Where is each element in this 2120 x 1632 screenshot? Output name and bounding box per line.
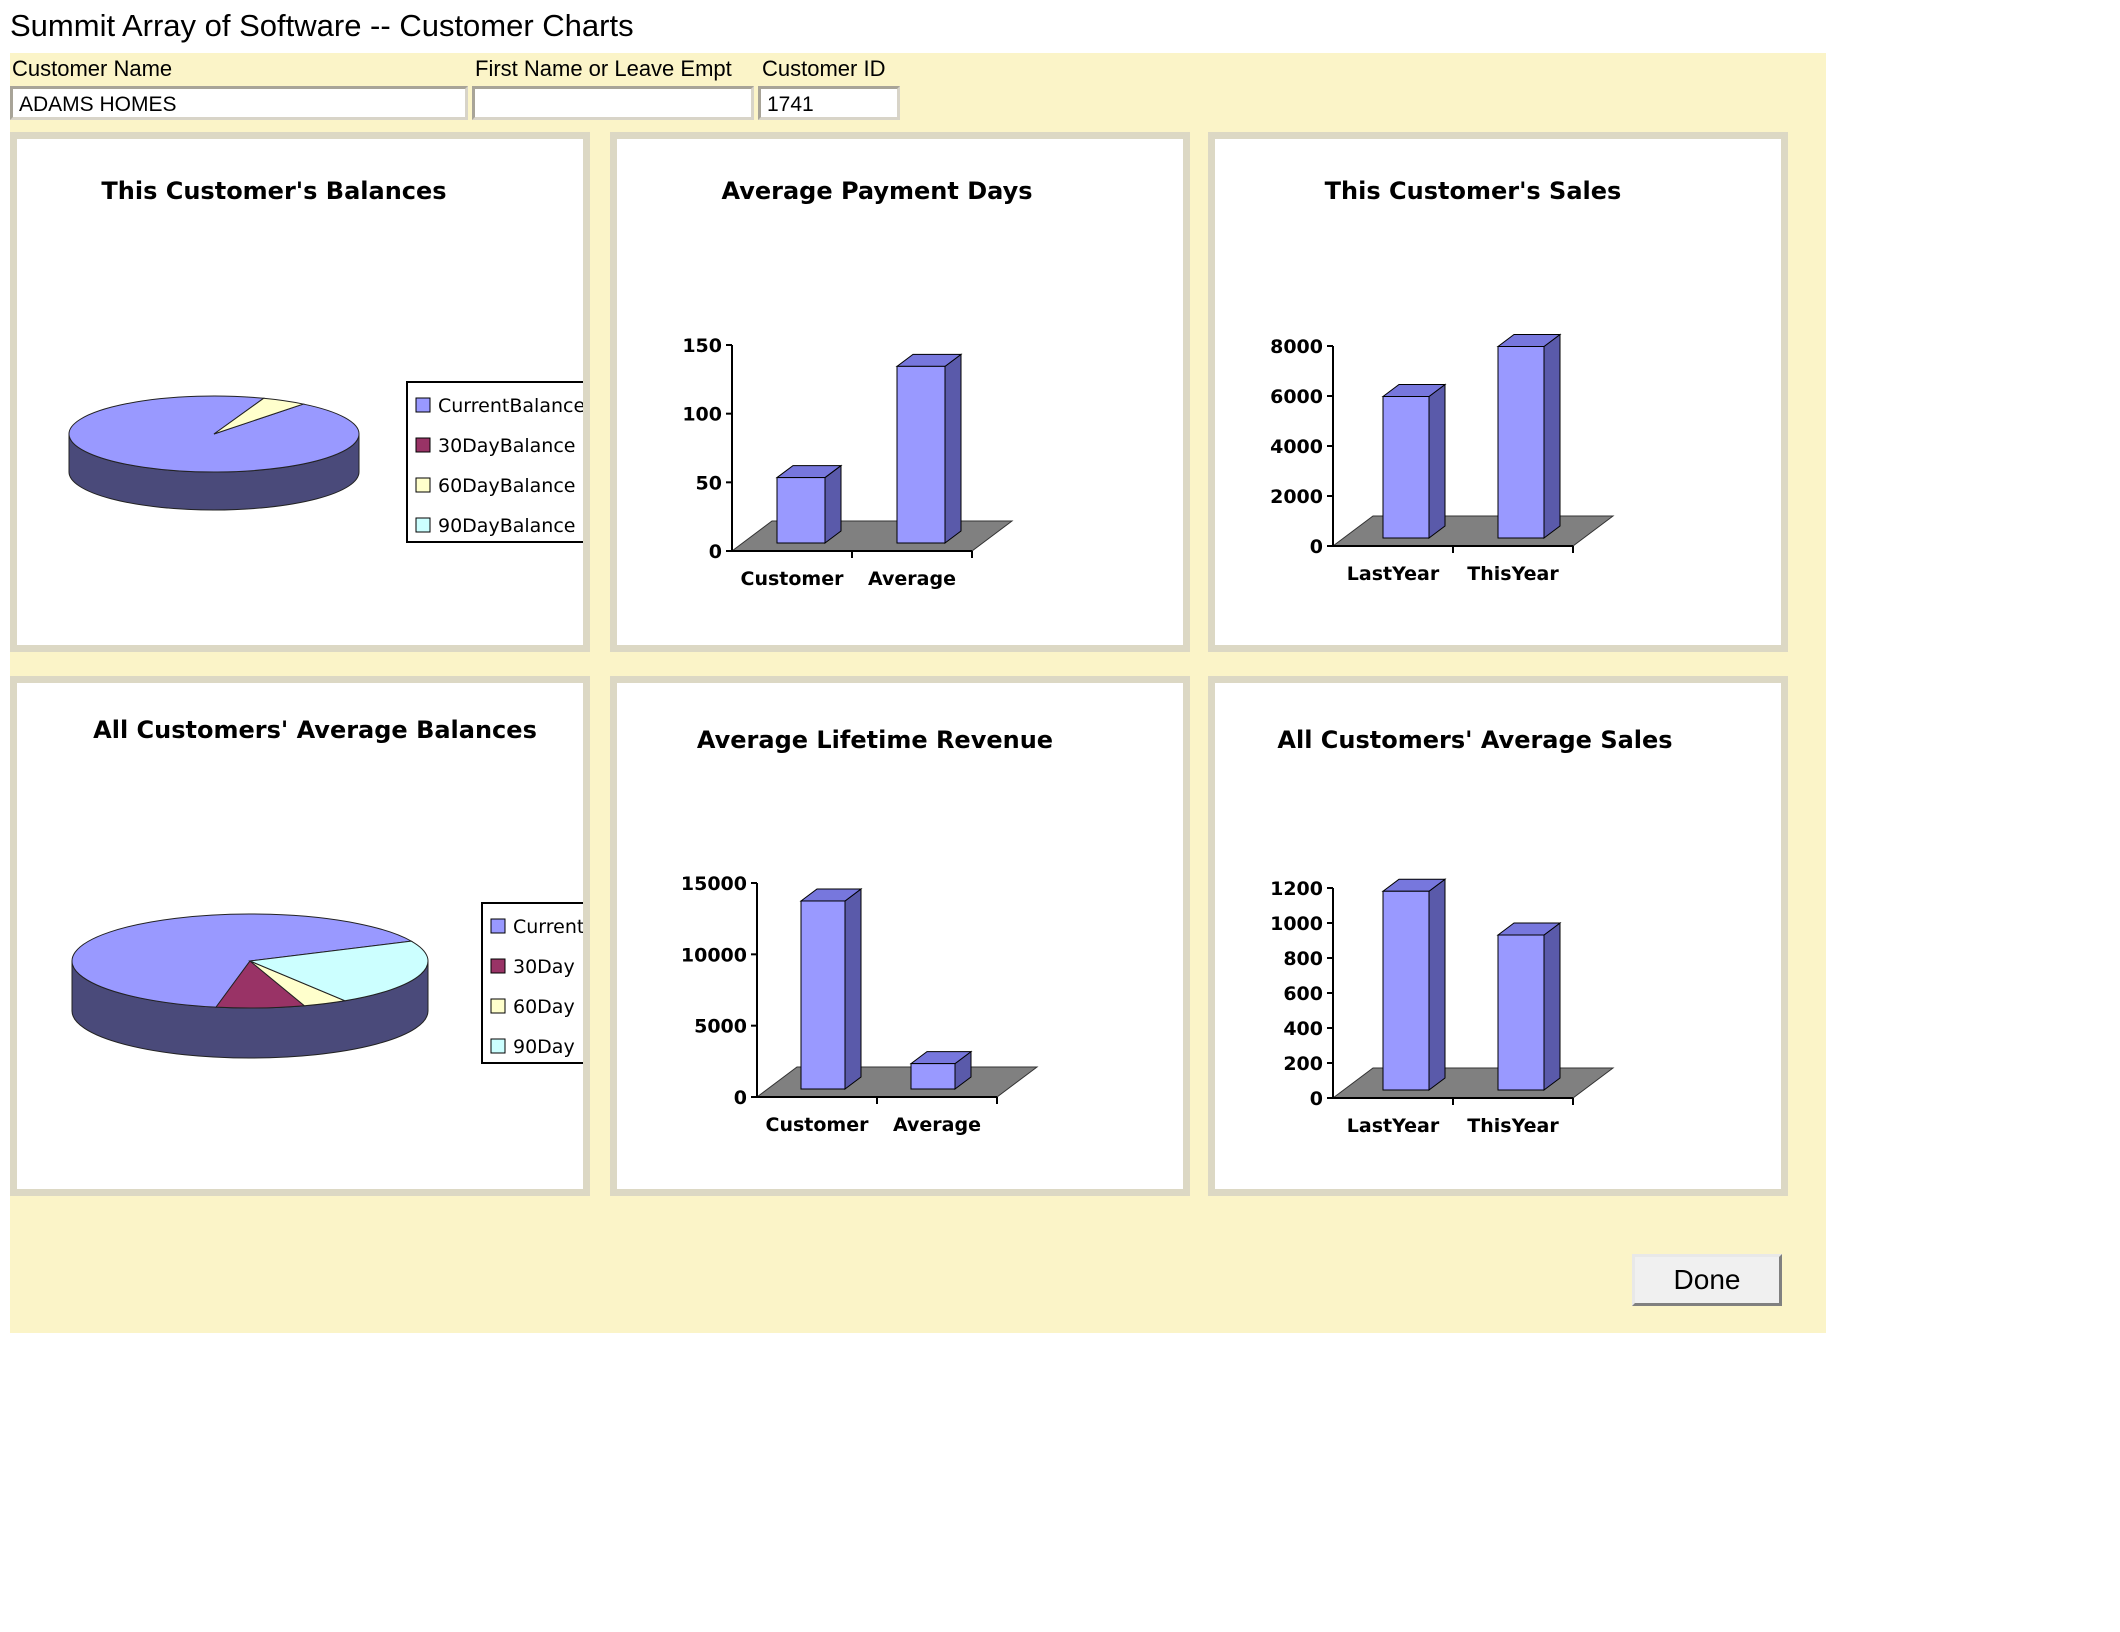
bar-side xyxy=(844,887,862,1090)
legend-swatch xyxy=(415,437,431,453)
chart-panel: All Customers' Average Balances Current 30… xyxy=(10,676,590,1196)
legend-label: 30DayBalance xyxy=(438,435,575,457)
y-tick-label: 8000 xyxy=(1270,336,1323,358)
bar xyxy=(1497,934,1545,1091)
x-tick-label: Average xyxy=(893,1114,981,1136)
y-tick-label: 200 xyxy=(1283,1053,1323,1075)
y-tick-label: 0 xyxy=(1310,536,1323,558)
legend-swatch xyxy=(490,958,506,974)
y-tick-label: 50 xyxy=(696,472,722,494)
legend-swatch xyxy=(415,477,431,493)
pie-slice xyxy=(213,397,306,435)
y-tick-label: 2000 xyxy=(1270,486,1323,508)
x-tick-label: ThisYear xyxy=(1467,1115,1559,1137)
legend-swatch xyxy=(415,517,431,533)
bar xyxy=(800,900,846,1090)
bar xyxy=(896,365,946,544)
customer-charts-form: Customer Name ADAMS HOMES First Name or … xyxy=(10,53,1826,1333)
all-avg-balances-chart: All Customers' Average Balances Current 30… xyxy=(71,716,583,1064)
legend-swatch xyxy=(415,397,431,413)
y-tick-label: 0 xyxy=(734,1087,747,1109)
chart-floor xyxy=(730,520,1014,552)
customer-balances-chart: This Customer's Balances CurrentBalance 30… xyxy=(68,177,583,543)
chart-floor xyxy=(1331,1067,1615,1099)
avg-lifetime-revenue-chart: Average Lifetime Revenue 0 5000 10000 15000 C… xyxy=(681,726,1053,1136)
legend-label: 60Day xyxy=(513,996,575,1018)
customer-name-label: Customer Name xyxy=(12,56,173,81)
y-tick-label: 4000 xyxy=(1270,436,1323,458)
chart-title: This Customer's Balances xyxy=(101,177,446,205)
legend-box xyxy=(406,381,583,543)
customer-id-input[interactable]: 1741 xyxy=(758,86,900,120)
legend-label: CurrentBalance xyxy=(438,395,583,417)
chart-floor xyxy=(1331,515,1615,547)
x-tick-label: Customer xyxy=(741,568,845,590)
y-tick-label: 100 xyxy=(682,404,722,426)
avg-payment-days-chart: Average Payment Days 0 50 100 150 Customer Ave… xyxy=(682,177,1032,590)
bar-side xyxy=(1428,878,1446,1091)
pie-slice xyxy=(248,940,429,1002)
legend-label: 60DayBalance xyxy=(438,475,575,497)
chart-panel: All Customers' Average Sales 0 200 400 600 80… xyxy=(1208,676,1788,1196)
bar-side xyxy=(1543,922,1561,1091)
y-tick-label: 600 xyxy=(1283,983,1323,1005)
bar xyxy=(1382,396,1430,539)
y-tick-label: 15000 xyxy=(681,873,747,895)
chart-title: All Customers' Average Balances xyxy=(93,716,537,744)
customer-id-label: Customer ID xyxy=(762,56,886,81)
chart-title: All Customers' Average Sales xyxy=(1277,726,1672,754)
customer-sales-chart: This Customer's Sales 0 2000 4000 6000 8000 La… xyxy=(1270,177,1622,585)
chart-title: This Customer's Sales xyxy=(1325,177,1622,205)
window-title: Summit Array of Software -- Customer Cha… xyxy=(10,8,634,43)
pie-slice xyxy=(71,913,413,1008)
customer-name-input[interactable]: ADAMS HOMES xyxy=(10,86,468,120)
legend-swatch xyxy=(490,918,506,934)
x-tick-label: Customer xyxy=(766,1114,870,1136)
bar xyxy=(910,1063,956,1090)
x-tick-label: ThisYear xyxy=(1467,563,1559,585)
legend-swatch xyxy=(490,998,506,1014)
legend-label: 90DayBalance xyxy=(438,515,575,537)
chart-panel: Average Payment Days 0 50 100 150 Customer Ave… xyxy=(610,132,1190,652)
y-tick-label: 1000 xyxy=(1270,913,1323,935)
y-tick-label: 0 xyxy=(1310,1088,1323,1110)
bar xyxy=(1382,890,1430,1091)
chart-panel: This Customer's Balances CurrentBalance 30… xyxy=(10,132,590,652)
y-tick-label: 10000 xyxy=(681,944,747,966)
x-tick-label: LastYear xyxy=(1347,1115,1440,1137)
y-tick-label: 0 xyxy=(709,541,722,563)
chart-title: Average Payment Days xyxy=(721,177,1032,205)
legend-label: Current xyxy=(513,916,583,938)
pie-slice xyxy=(215,960,306,1009)
bar-side xyxy=(1428,383,1446,539)
y-tick-label: 800 xyxy=(1283,948,1323,970)
bar xyxy=(776,477,826,544)
bar-side xyxy=(824,464,842,544)
chart-panel: Average Lifetime Revenue 0 5000 10000 15000 C… xyxy=(610,676,1190,1196)
y-tick-label: 6000 xyxy=(1270,386,1323,408)
y-tick-label: 400 xyxy=(1283,1018,1323,1040)
chart-floor xyxy=(755,1066,1039,1098)
chart-panel: This Customer's Sales 0 2000 4000 6000 8000 La… xyxy=(1208,132,1788,652)
bar-side xyxy=(944,353,962,544)
bar-side xyxy=(1543,333,1561,539)
first-name-label: First Name or Leave Empt xyxy=(475,56,732,81)
bar xyxy=(1497,346,1545,539)
chart-title: Average Lifetime Revenue xyxy=(697,726,1053,754)
first-name-input[interactable] xyxy=(472,86,754,120)
legend-swatch xyxy=(490,1038,506,1054)
y-tick-label: 5000 xyxy=(694,1016,747,1038)
y-tick-label: 1200 xyxy=(1270,878,1323,900)
legend-label: 90Day xyxy=(513,1036,575,1058)
legend-label: 30Day xyxy=(513,956,575,978)
all-avg-sales-chart: All Customers' Average Sales 0 200 400 600 80… xyxy=(1270,726,1672,1137)
done-button[interactable]: Done xyxy=(1632,1254,1782,1306)
y-tick-label: 150 xyxy=(682,335,722,357)
x-tick-label: LastYear xyxy=(1347,563,1440,585)
x-tick-label: Average xyxy=(868,568,956,590)
